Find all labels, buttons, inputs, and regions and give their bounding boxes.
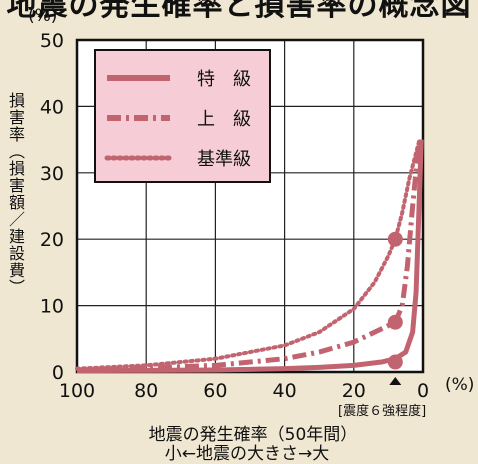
x-tick-label: 0 (417, 380, 429, 402)
x-tick-label: 100 (59, 380, 95, 402)
series-line-0 (76, 139, 424, 374)
series-marker-1 (387, 314, 403, 330)
legend-label-1: 上 級 (197, 109, 251, 130)
series-line-1 (76, 139, 424, 373)
x-tick-label: 60 (203, 380, 227, 402)
x-axis-title: 地震の発生確率（50年間） (148, 425, 358, 445)
chart-heading: 地震の発生確率と損害率の概念図 (6, 0, 472, 23)
x-tick-label: 80 (134, 380, 158, 402)
y-tick-label: 10 (40, 296, 64, 318)
y-tick-label: 50 (40, 30, 64, 52)
series-marker-0 (387, 354, 403, 370)
x-tick-label: 20 (342, 380, 366, 402)
x-axis-subtitle: 小←地震の大きさ→大 (164, 444, 330, 464)
plot-frame (75, 38, 425, 374)
y-tick-label: 0 (52, 362, 64, 384)
y-tick-label: 30 (40, 163, 64, 185)
y-tick-label: 20 (40, 229, 64, 251)
series-line-2 (75, 137, 422, 371)
y-tick-label: 40 (40, 96, 64, 118)
x-axis-unit: (%) (445, 375, 474, 395)
x-tick-label: 40 (273, 380, 297, 402)
y-axis-title: 損害率（損害額／建設費） (6, 92, 25, 296)
event-marker-triangle (389, 377, 402, 385)
series-marker-2 (387, 231, 403, 247)
y-axis-unit: (%) (28, 6, 58, 26)
legend-label-2: 基準級 (197, 149, 251, 170)
magnitude-note: [震度６強程度] (338, 404, 427, 419)
legend-label-0: 特 級 (197, 69, 251, 90)
